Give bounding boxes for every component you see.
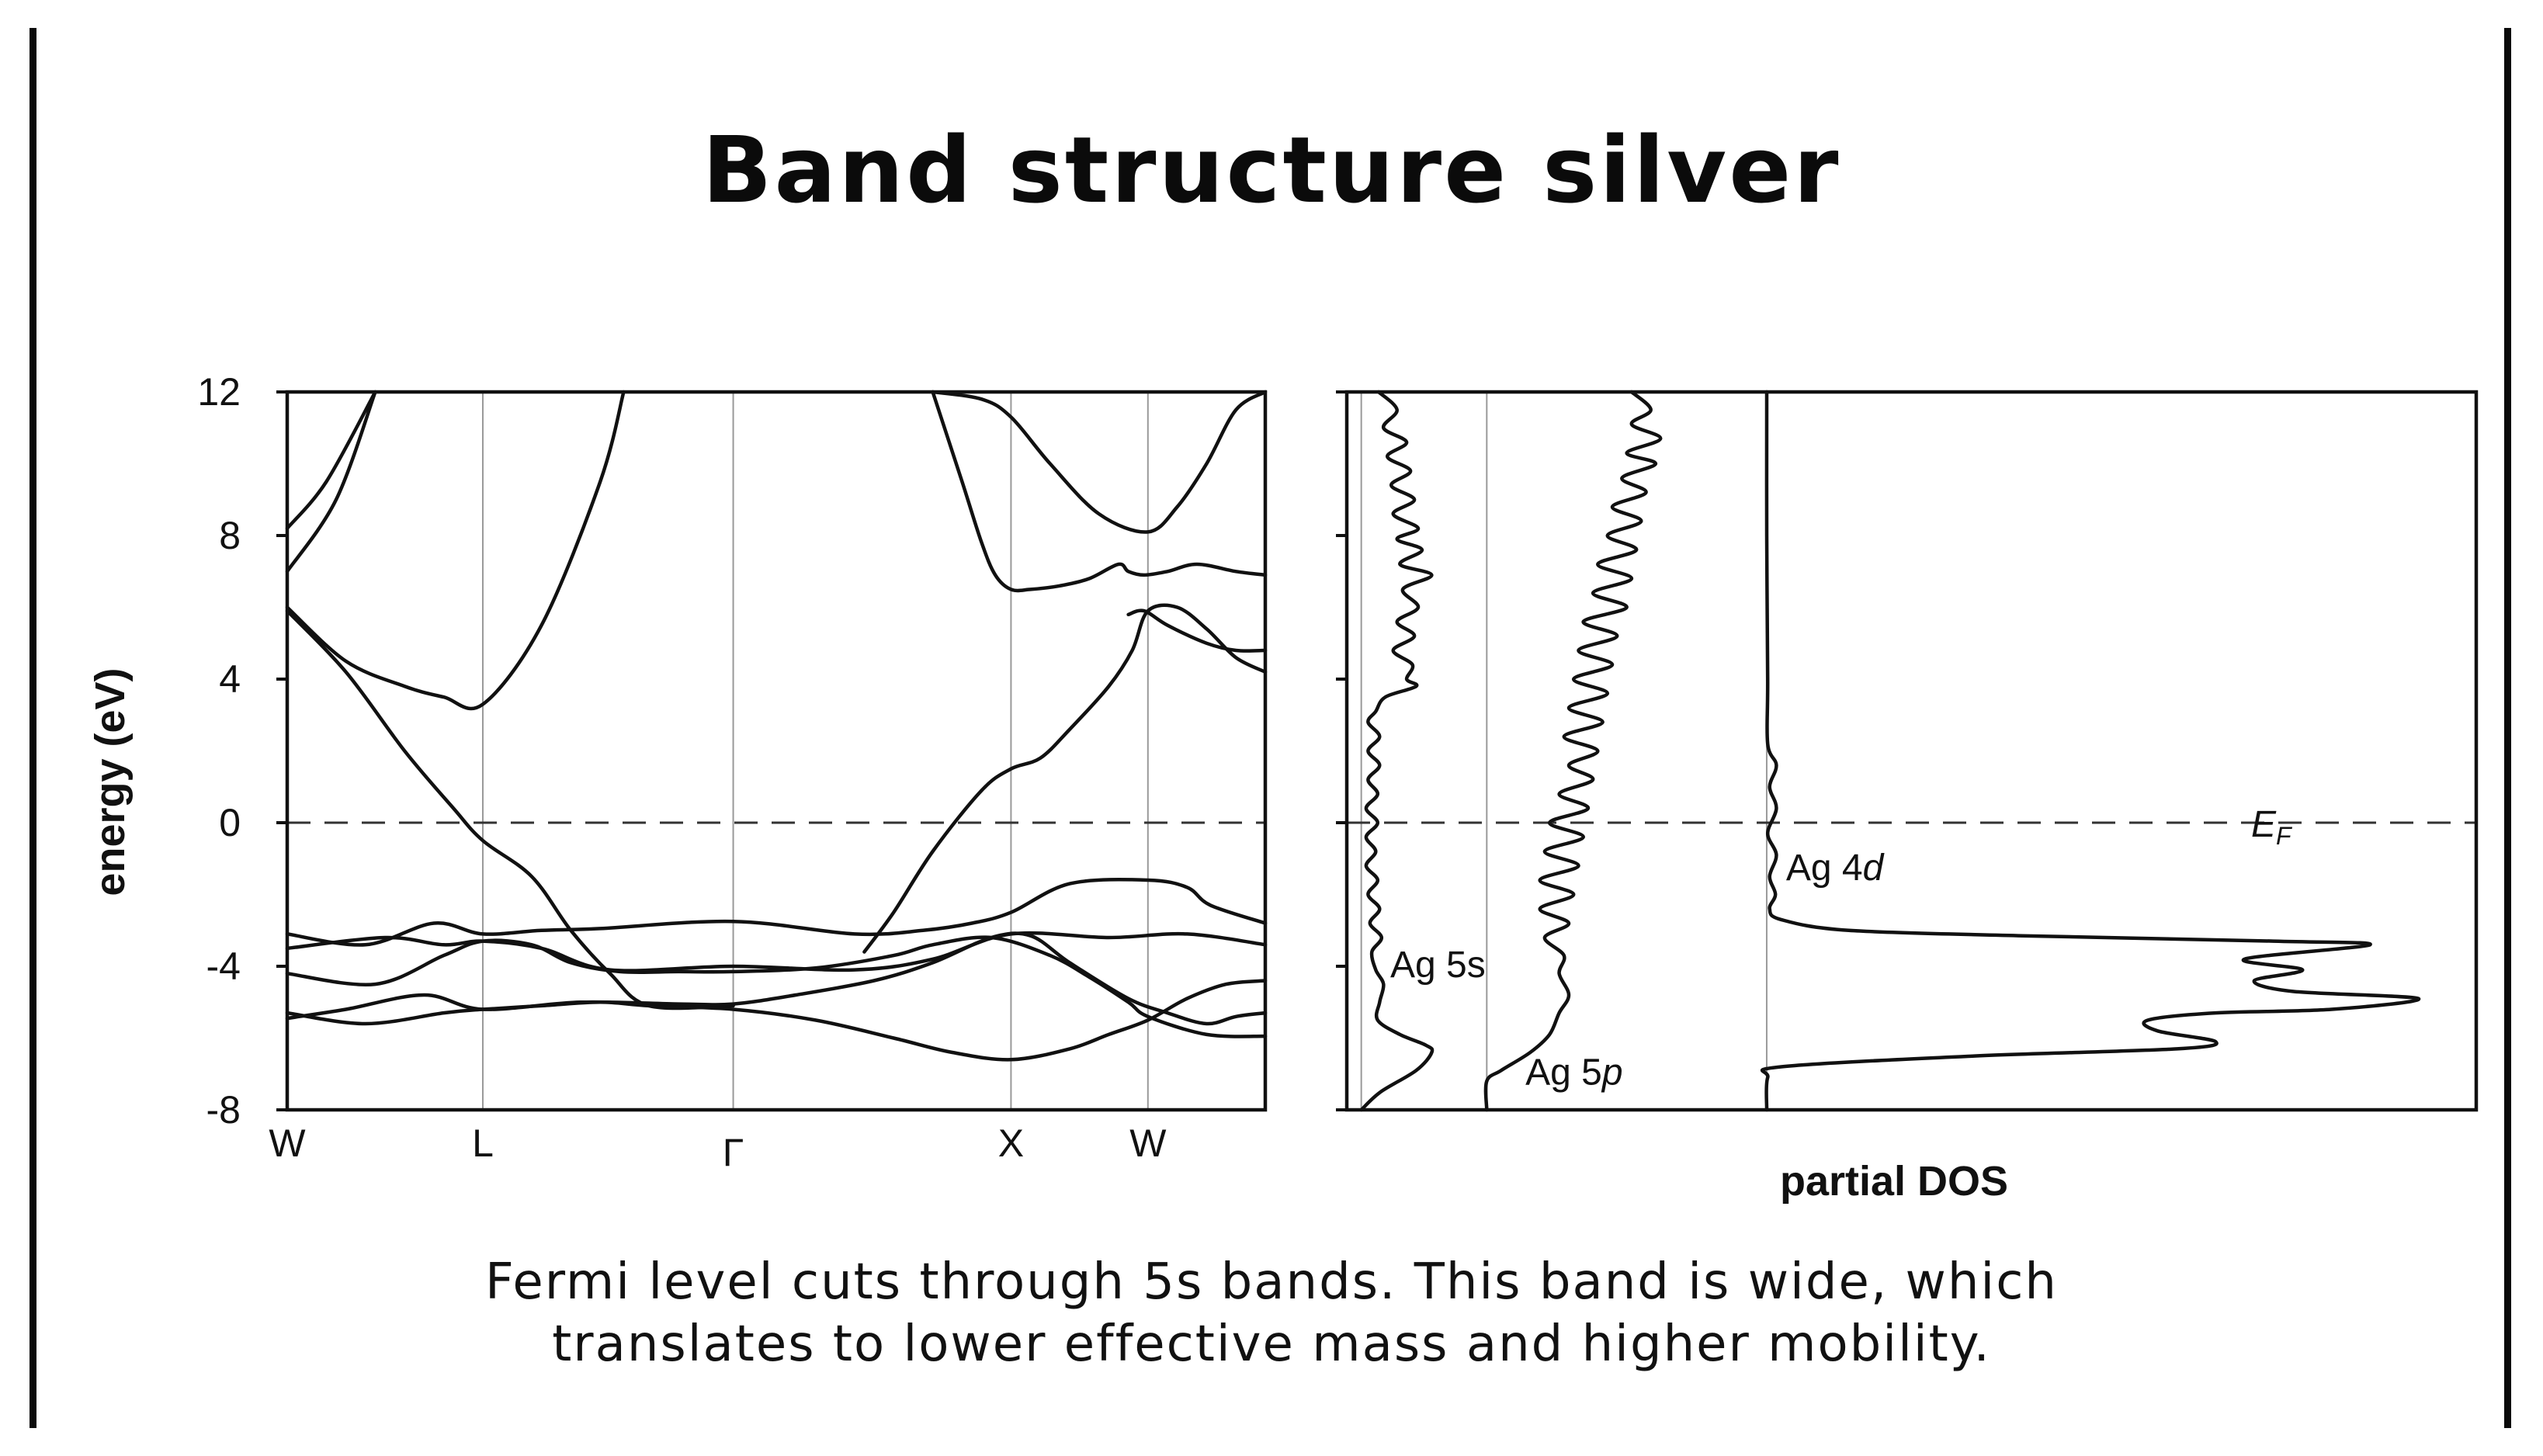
band-curve xyxy=(285,931,1268,972)
y-tick-label: -4 xyxy=(206,945,241,988)
y-tick-label: 8 xyxy=(219,514,241,557)
kpoint-label: W xyxy=(1129,1121,1167,1165)
dos-divider-lines xyxy=(1360,392,1768,1110)
band-kpoint-gridlines xyxy=(482,392,1149,1110)
kpoint-label: Γ xyxy=(723,1131,744,1174)
band-curve xyxy=(285,878,1268,947)
caption-line-1: Fermi level cuts through 5s bands. This … xyxy=(485,1253,2058,1311)
band-curve xyxy=(285,390,377,574)
band-curve xyxy=(285,979,1268,1062)
kpoint-label: W xyxy=(269,1121,306,1165)
y-tick-label: 12 xyxy=(197,370,241,414)
band-curve xyxy=(285,608,735,1011)
band-curves xyxy=(285,390,1268,1062)
dos-series-label: Ag 4d xyxy=(1786,848,1885,889)
dos-curves xyxy=(1359,390,2421,1112)
y-tick-label: -8 xyxy=(206,1088,241,1132)
band-curve xyxy=(931,390,1268,534)
dos-series-label: Ag 5p xyxy=(1525,1052,1622,1094)
dos-chart: Ag 5s Ag 5p Ag 4d EF partial DOS xyxy=(1336,390,2479,1205)
band-curve xyxy=(285,390,626,711)
slide-title: Band structure silver xyxy=(702,116,1841,224)
left-border xyxy=(29,28,36,1428)
band-curve xyxy=(931,390,1268,593)
dos-curve-ag-4d xyxy=(1760,390,2421,1112)
kpoint-label: X xyxy=(998,1121,1024,1165)
caption-line-2: translates to lower effective mass and h… xyxy=(552,1316,1991,1373)
y-tick-label: 0 xyxy=(219,801,241,844)
dos-x-axis-label: partial DOS xyxy=(1780,1158,2008,1205)
band-plot-frame xyxy=(285,390,1268,1112)
y-tick-label: 4 xyxy=(219,657,241,701)
dos-series-labels: Ag 5s Ag 5p Ag 4d xyxy=(1390,848,1885,1094)
slide-caption: Fermi level cuts through 5s bands. This … xyxy=(0,1251,2543,1375)
fermi-level-label: EF xyxy=(2251,804,2293,850)
band-y-axis-label: energy (eV) xyxy=(87,667,134,896)
band-curve xyxy=(862,603,1268,954)
dos-curve-ag-5s xyxy=(1359,390,1435,1112)
right-border xyxy=(2504,28,2511,1428)
band-curve xyxy=(285,935,1268,1038)
band-y-ticks: -8 -4 0 4 8 12 xyxy=(197,370,287,1132)
band-curve xyxy=(285,931,1268,1026)
dos-y-ticks xyxy=(1336,390,1347,1111)
band-structure-chart: -8 -4 0 4 8 12 W L Γ X W energy (eV) xyxy=(87,370,1268,1174)
band-curve xyxy=(285,390,377,531)
dos-curve-ag-5p xyxy=(1483,390,1663,1112)
dos-plot-frame xyxy=(1344,390,2479,1112)
band-curve xyxy=(1126,608,1268,653)
kpoint-label: L xyxy=(472,1121,494,1165)
dos-series-label: Ag 5s xyxy=(1390,945,1486,986)
